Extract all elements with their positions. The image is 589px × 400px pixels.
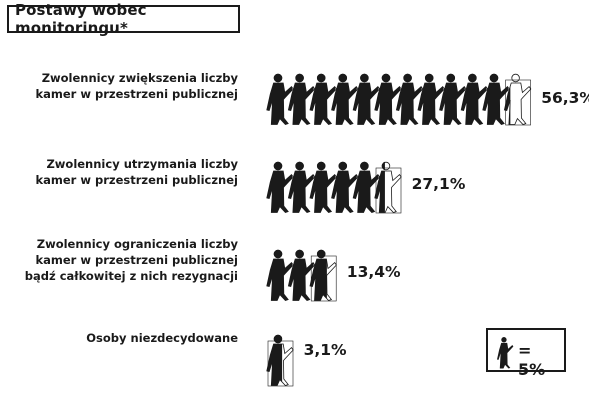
value-label: 27,1% <box>411 175 466 193</box>
person-icon <box>309 161 337 213</box>
person-icon <box>266 73 294 125</box>
person-icon <box>287 249 316 301</box>
person-icon <box>309 73 337 125</box>
legend-label: = 5% <box>518 341 546 379</box>
person-icon <box>331 161 359 213</box>
category-label-line: kamer w przestrzeni publicznej <box>35 173 238 187</box>
person-icon <box>395 73 424 125</box>
person-icon <box>439 73 467 125</box>
category-label-line: Zwolennicy ograniczenia liczby <box>36 237 238 251</box>
category-label: Zwolennicy ograniczenia liczby kamer w pr… <box>0 236 238 284</box>
person-icon <box>352 161 381 213</box>
person-icon <box>287 161 316 213</box>
person-icon <box>352 73 381 125</box>
category-label-line: Osoby niezdecydowane <box>86 331 238 345</box>
value-label: 3,1% <box>303 341 347 359</box>
person-icon <box>374 73 402 125</box>
category-label: Osoby niezdecydowane <box>0 330 238 346</box>
person-icon <box>417 73 445 125</box>
person-icon <box>287 73 316 125</box>
person-icon <box>482 73 510 125</box>
chart-title: Postawy wobec monitoringu* <box>7 1 240 37</box>
person-icon <box>374 161 402 214</box>
category-label-line: bądź całkowitej z nich rezygnacji <box>24 269 238 283</box>
person-icon <box>266 249 294 301</box>
person-icon <box>266 161 294 213</box>
category-label-line: kamer w przestrzeni publicznej <box>35 87 238 101</box>
person-icon <box>331 73 359 125</box>
value-label: 13,4% <box>346 263 401 281</box>
category-label: Zwolennicy zwiększenia liczby kamer w prz… <box>0 70 238 102</box>
person-icon <box>266 334 294 387</box>
category-label-line: Zwolennicy utrzymania liczby <box>46 157 238 171</box>
category-label-line: kamer w przestrzeni publicznej <box>35 253 238 267</box>
category-label: Zwolennicy utrzymania liczby kamer w prze… <box>0 156 238 188</box>
person-icon <box>460 73 489 125</box>
person-icon <box>309 249 337 302</box>
value-label: 56,3% <box>541 89 589 107</box>
category-label-line: Zwolennicy zwiększenia liczby <box>41 71 238 85</box>
legend: = 5% <box>486 328 566 379</box>
person-icon <box>503 73 532 126</box>
